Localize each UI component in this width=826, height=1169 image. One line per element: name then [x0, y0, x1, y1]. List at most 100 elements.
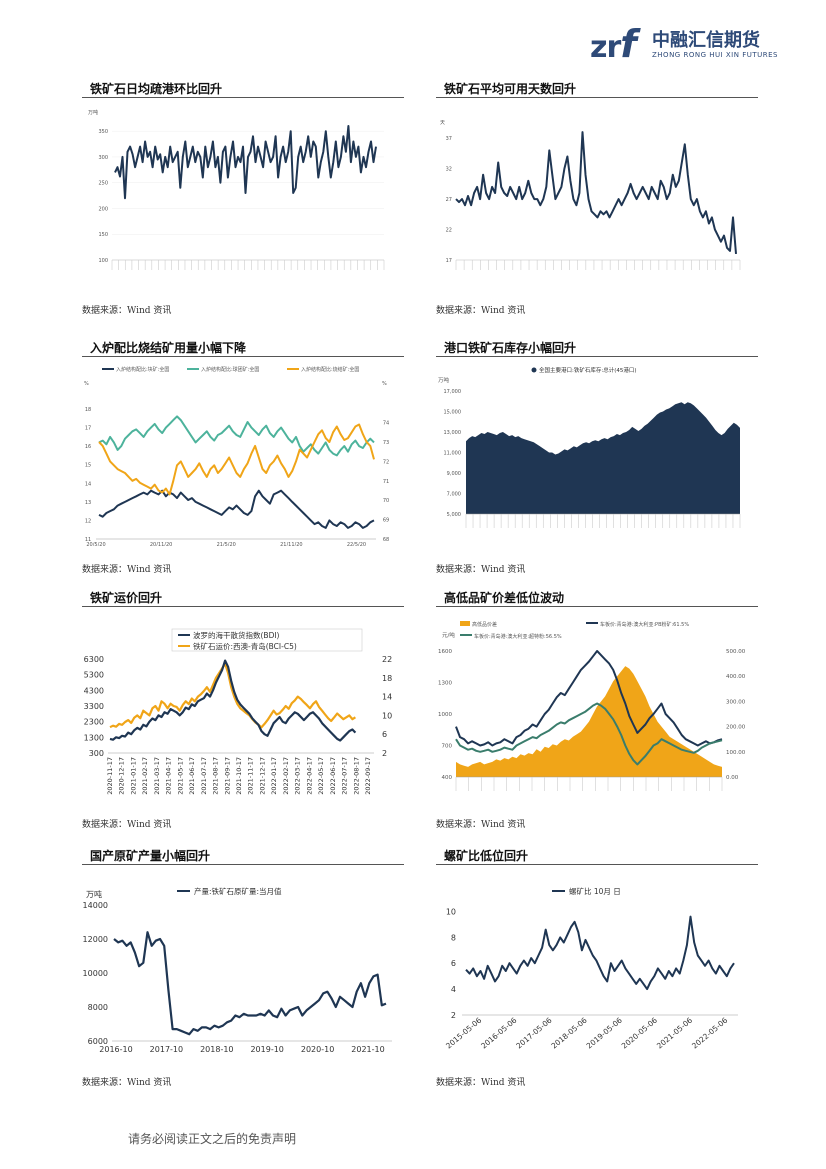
legend-box	[171, 628, 363, 652]
y-right-tick: 22	[382, 655, 392, 664]
logo-mark: zrf	[590, 22, 637, 66]
panel-title: 铁矿石平均可用天数回升	[444, 82, 577, 96]
x-tick-label: 2021-10-17	[235, 757, 243, 795]
y-tick-label: 14000	[83, 901, 108, 910]
y-right-tick: 2	[382, 749, 387, 758]
source-note: 数据来源：Wind 资讯	[436, 1078, 526, 1088]
series-area	[466, 402, 740, 514]
panel-grade-spread: 高低品矿价差低位波动 元/吨 高低品价差 车板价:青岛港:澳大利亚:PB粉矿:61.…	[436, 589, 758, 834]
source-note: 数据来源：Wind 资讯	[82, 1078, 172, 1088]
x-tick-label: 2021-08-17	[212, 757, 220, 795]
legend-label: 螺矿比 10月 日	[569, 886, 621, 896]
y-unit-label: 天	[440, 120, 445, 126]
source-note: 数据来源：Wind 资讯	[82, 565, 172, 575]
y-left-tick: 6300	[84, 655, 104, 664]
x-tick-label: 2021-09-17	[223, 757, 231, 795]
x-tick-label: 2022-05-06	[690, 1015, 729, 1050]
y-tick-label: 22	[446, 228, 452, 234]
chart-furnace-burden: 入炉结构配比:块矿:全国 入炉结构配比:球团矿:全国 入炉结构配比:烧结矿:全国%%…	[84, 366, 389, 546]
y-right-tick: 500.00	[726, 649, 746, 655]
x-tick-label: 2021-03-17	[153, 757, 161, 795]
x-tick-label: 2021-05-17	[176, 757, 184, 795]
panel-title: 铁矿运价回升	[90, 591, 163, 605]
y-left-tick: 18	[85, 407, 91, 413]
chart-domestic-ore: 万吨 产量:铁矿石原矿量:当月值 6000 8000 10000 12000 14000 20…	[83, 886, 392, 1054]
source-note: 数据来源：Wind 资讯	[436, 565, 526, 575]
logo-english-name: ZHONG RONG HUI XIN FUTURES	[652, 51, 778, 59]
x-tick-label: 2022-08-17	[352, 757, 360, 795]
y-left-tick: 12	[85, 518, 91, 524]
y-tick-label: 10	[446, 907, 456, 916]
x-tick-label: 21/5/20	[217, 542, 236, 546]
y-right-tick: 0.00	[726, 775, 739, 781]
series-line	[98, 423, 375, 496]
x-tick-label: 2021-11-17	[247, 757, 255, 795]
y-right-tick: 70	[383, 498, 389, 504]
x-tick-label: 2022-07-17	[341, 757, 349, 795]
y-tick-label: 27	[446, 197, 452, 203]
panel-title: 入炉配比烧结矿用量小幅下降	[90, 341, 247, 355]
x-tick-label: 2022-06-17	[329, 757, 337, 795]
y-right-unit: %	[382, 381, 387, 387]
title-rule	[82, 606, 404, 607]
series-line	[455, 131, 737, 254]
y-unit-label: 万吨	[88, 109, 98, 116]
y-tick-label: 10000	[83, 969, 108, 978]
series-line	[114, 125, 377, 200]
y-left-tick: 1600	[438, 649, 452, 655]
legend-label: 铁矿石运价:西澳-青岛(BCI-C5)	[193, 641, 297, 651]
y-right-tick: 68	[383, 537, 389, 543]
y-left-tick: 13	[85, 500, 91, 506]
legend-label: 入炉结构配比:块矿:全国	[116, 366, 169, 373]
x-tick-label: 22/5/20	[347, 542, 366, 546]
y-left-tick: 700	[442, 744, 453, 750]
x-tick-label: 2017-05-06	[514, 1015, 553, 1050]
x-tick-label: 2018-05-06	[550, 1015, 589, 1050]
legend-label: 车板价:青岛港:澳大利亚:PB粉矿:61.5%	[600, 621, 689, 628]
x-tick-label: 2022-09-17	[364, 757, 372, 795]
y-right-tick: 10	[382, 711, 392, 720]
title-rule	[436, 97, 758, 98]
legend-label: 入炉结构配比:球团矿:全国	[201, 366, 259, 373]
x-tick-label: 2018-10	[200, 1045, 233, 1054]
panel-freight: 铁矿运价回升 波罗的海干散货指数(BDI) 铁矿石运价:西澳-青岛(BCI-C5)…	[82, 589, 404, 834]
x-tick-label: 2021-04-17	[165, 757, 173, 795]
y-tick-label: 150	[98, 232, 108, 238]
x-tick-label: 2020-12-17	[118, 757, 126, 795]
y-right-tick: 6	[382, 730, 387, 739]
x-tick-label: 2021-12-17	[258, 757, 266, 795]
legend-label: 波罗的海干散货指数(BDI)	[193, 630, 280, 640]
panel-title: 铁矿石日均疏港环比回升	[90, 82, 223, 96]
y-right-tick: 100.00	[726, 750, 746, 756]
source-note: 数据来源：Wind 资讯	[436, 820, 526, 830]
x-tick-label: 2021-02-17	[141, 757, 149, 795]
y-right-tick: 200.00	[726, 725, 746, 731]
series-line	[455, 650, 723, 747]
y-tick-label: 4	[451, 985, 456, 994]
x-tick-label: 20/11/20	[150, 542, 172, 546]
x-tick-label: 2020-05-06	[620, 1015, 659, 1050]
chart-port-inventory: 全国主要港口:铁矿石库存:总计(45港口) 万吨 5,000 7,000 9,000 11…	[438, 366, 741, 528]
title-rule	[436, 606, 758, 607]
panel-title: 高低品矿价差低位波动	[444, 591, 565, 605]
series-line	[98, 489, 375, 529]
y-tick-label: 300	[98, 155, 108, 161]
legend-swatch	[460, 621, 470, 626]
series-line	[98, 415, 375, 457]
legend-label: 产量:铁矿石原矿量:当月值	[194, 886, 282, 896]
panel-title: 国产原矿产量小幅回升	[90, 849, 211, 863]
x-tick-label: 2016-05-06	[479, 1015, 518, 1050]
x-tick-label: 2022-04-17	[305, 757, 313, 795]
series-line	[113, 931, 387, 1036]
x-tick-label: 2021-01-17	[129, 757, 137, 795]
panel-furnace-burden: 入炉配比烧结矿用量小幅下降 入炉结构配比:块矿:全国 入炉结构配比:球团矿:全国 入…	[82, 339, 404, 579]
y-tick-label: 17	[446, 258, 452, 264]
y-tick-label: 6000	[88, 1037, 108, 1046]
y-tick-label: 250	[98, 181, 108, 187]
company-logo: zrf 中融汇信期货 ZHONG RONG HUI XIN FUTURES	[590, 20, 790, 68]
y-tick-label: 15,000	[444, 410, 462, 416]
y-tick-label: 6	[451, 959, 456, 968]
legend-label: 入炉结构配比:烧结矿:全国	[301, 366, 359, 373]
panel-title: 螺矿比低位回升	[444, 849, 529, 863]
disclaimer-footer: 请务必阅读正文之后的免责声明	[128, 1132, 297, 1146]
